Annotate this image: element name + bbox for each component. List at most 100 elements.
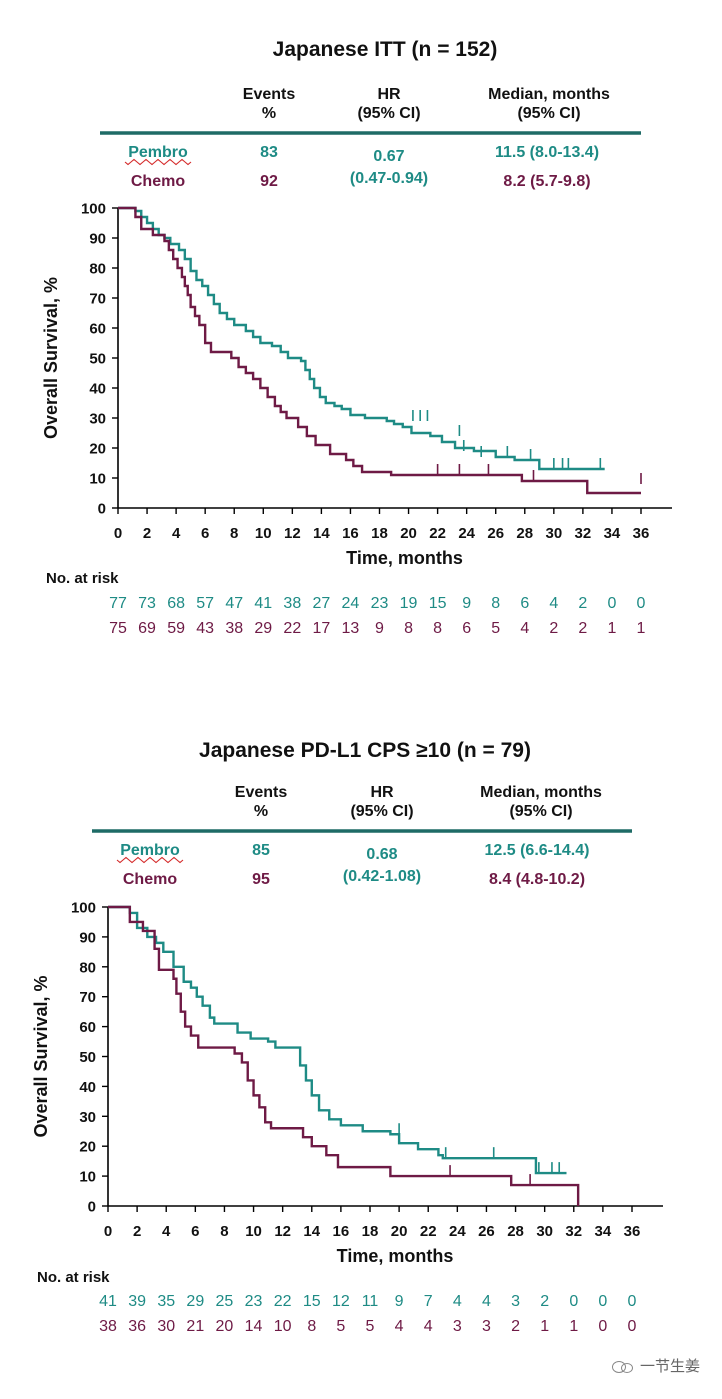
chemo-risk-count: 1 (637, 620, 646, 637)
chemo-risk-count: 5 (336, 1318, 345, 1335)
pembro-risk-count: 9 (462, 595, 471, 612)
chemo-risk-count: 30 (157, 1318, 175, 1335)
chemo-risk-count: 5 (491, 620, 500, 637)
pembro-median: 11.5 (8.0-13.4) (495, 144, 599, 161)
pembro-risk-count: 77 (109, 595, 127, 612)
watermark: 一节生姜 (611, 1355, 700, 1376)
chemo-risk-count: 36 (128, 1318, 146, 1335)
pembro-risk-count: 57 (196, 595, 214, 612)
y-tick-label: 60 (89, 321, 106, 338)
y-tick-label: 30 (79, 1109, 96, 1126)
x-tick-label: 18 (362, 1223, 379, 1240)
x-tick-label: 18 (371, 525, 388, 542)
pembro-risk-count: 47 (225, 595, 243, 612)
pembro-median: 12.5 (6.6-14.4) (485, 842, 590, 859)
pembro-risk-count: 38 (283, 595, 301, 612)
chemo-risk-count: 38 (225, 620, 243, 637)
chemo-risk-count: 14 (245, 1318, 263, 1335)
pembro-risk-count: 0 (569, 1293, 578, 1310)
x-tick-label: 28 (507, 1223, 524, 1240)
pembro-risk-count: 7 (424, 1293, 433, 1310)
pembro-risk-count: 29 (186, 1293, 204, 1310)
chemo-row-name: Chemo (131, 173, 185, 190)
pembro-risk-count: 19 (400, 595, 418, 612)
pembro-risk-count: 0 (607, 595, 616, 612)
y-tick-label: 40 (79, 1079, 96, 1096)
x-tick-label: 8 (230, 525, 238, 542)
x-tick-label: 20 (400, 525, 417, 542)
chemo-risk-count: 6 (462, 620, 471, 637)
y-tick-label: 50 (79, 1049, 96, 1066)
y-tick-label: 60 (79, 1019, 96, 1036)
pembro-risk-count: 24 (342, 595, 360, 612)
chemo-risk-count: 4 (424, 1318, 433, 1335)
x-tick-label: 16 (333, 1223, 350, 1240)
x-tick-label: 14 (303, 1223, 320, 1240)
chart-1: Japanese ITT (n = 152) Events % HR (95% CI) M… (41, 38, 672, 637)
chart-title: Japanese ITT (n = 152) (273, 38, 498, 61)
hr-value: 0.68 (366, 846, 397, 863)
y-tick-label: 70 (89, 291, 106, 308)
pembro-risk-count: 68 (167, 595, 185, 612)
pembro-risk-count: 41 (99, 1293, 117, 1310)
pembro-risk-count: 25 (216, 1293, 234, 1310)
chemo-risk-count: 1 (540, 1318, 549, 1335)
risk-label: No. at risk (46, 570, 119, 587)
hr-header: HR (95% CI) (357, 86, 420, 122)
pembro-risk-count: 0 (637, 595, 646, 612)
chemo-risk-count: 10 (274, 1318, 292, 1335)
x-tick-label: 32 (565, 1223, 582, 1240)
chemo-risk-count: 21 (186, 1318, 204, 1335)
y-tick-label: 10 (89, 471, 106, 488)
x-tick-label: 22 (429, 525, 446, 542)
y-tick-label: 70 (79, 989, 96, 1006)
x-tick-label: 2 (143, 525, 151, 542)
pembro-row-name: Pembro (128, 144, 188, 161)
chemo-risk-count: 0 (628, 1318, 637, 1335)
pembro-risk-count: 22 (274, 1293, 292, 1310)
y-tick-label: 40 (89, 381, 106, 398)
x-tick-label: 6 (201, 525, 209, 542)
x-axis-label: Time, months (337, 1246, 454, 1266)
x-tick-label: 24 (458, 525, 475, 542)
x-tick-label: 30 (536, 1223, 553, 1240)
pembro-risk-count: 4 (453, 1293, 462, 1310)
y-tick-label: 30 (89, 411, 106, 428)
y-tick-label: 80 (79, 959, 96, 976)
chemo-row-name: Chemo (123, 871, 177, 888)
chemo-risk-count: 2 (511, 1318, 520, 1335)
risk-label: No. at risk (37, 1269, 110, 1286)
chemo-risk-count: 22 (283, 620, 301, 637)
chemo-risk-count: 20 (216, 1318, 234, 1335)
x-tick-label: 36 (624, 1223, 641, 1240)
x-tick-label: 0 (114, 525, 122, 542)
x-axis-label: Time, months (346, 548, 463, 568)
chemo-risk-count: 3 (482, 1318, 491, 1335)
x-tick-label: 20 (391, 1223, 408, 1240)
chemo-risk-count: 75 (109, 620, 127, 637)
pembro-risk-count: 2 (540, 1293, 549, 1310)
y-tick-label: 0 (88, 1199, 96, 1216)
wechat-icon (611, 1359, 634, 1373)
chart-2: Japanese PD-L1 CPS ≥10 (n = 79) Events % HR… (31, 739, 663, 1335)
y-tick-label: 20 (79, 1139, 96, 1156)
pembro-row-name: Pembro (120, 842, 180, 859)
x-tick-label: 30 (545, 525, 562, 542)
x-tick-label: 10 (255, 525, 272, 542)
x-tick-label: 10 (245, 1223, 262, 1240)
hr-ci: (0.42-1.08) (343, 868, 421, 885)
y-axis-label: Overall Survival, % (31, 975, 51, 1137)
pembro-risk-count: 4 (549, 595, 558, 612)
pembro-risk-count: 0 (598, 1293, 607, 1310)
events-header: Events% (243, 86, 296, 122)
watermark-text: 一节生姜 (639, 1357, 700, 1375)
x-tick-label: 2 (133, 1223, 141, 1240)
x-tick-label: 36 (633, 525, 650, 542)
pembro-risk-count: 3 (511, 1293, 520, 1310)
pembro-risk-count: 6 (520, 595, 529, 612)
x-tick-label: 16 (342, 525, 359, 542)
x-tick-label: 26 (487, 525, 504, 542)
chemo-risk-count: 9 (375, 620, 384, 637)
x-tick-label: 28 (516, 525, 533, 542)
chemo-risk-count: 8 (307, 1318, 316, 1335)
